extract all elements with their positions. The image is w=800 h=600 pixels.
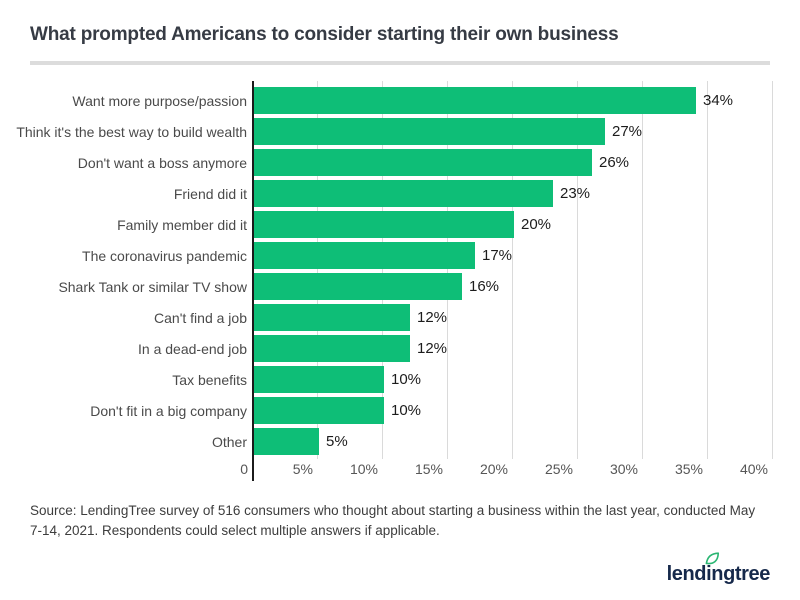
category-label: Think it's the best way to build wealth [16,123,247,140]
bar-area: 27% [253,118,770,145]
bar-row: Think it's the best way to build wealth 2… [16,116,770,147]
bar [254,397,384,424]
gridline [642,81,643,459]
value-label: 12% [417,340,448,357]
category-label: Want more purpose/passion [72,92,247,109]
gridline [577,81,578,459]
category-label: Don't want a boss anymore [77,154,247,171]
category-label: Can't find a job [154,309,247,326]
bar [254,242,475,269]
value-label: 34% [703,92,734,109]
gridline [382,81,383,459]
bar-area: 26% [253,149,770,176]
category-label: In a dead-end job [138,340,247,357]
x-tick-label: 5% [292,461,313,477]
category-label: Shark Tank or similar TV show [58,278,247,295]
source-note: Source: LendingTree survey of 516 consum… [30,503,756,538]
bar [254,87,696,114]
bar-area: 10% [253,366,770,393]
x-tick-label: 40% [739,461,768,477]
bar-row: Other 5% [30,426,770,457]
bar [254,180,553,207]
lendingtree-logo: lendingtree [666,550,771,586]
x-tick-label: 30% [609,461,638,477]
value-label: 23% [560,185,591,202]
gridline [772,81,773,459]
x-tick-label: 35% [674,461,703,477]
x-tick-label: 20% [479,461,508,477]
x-tick-label: 10% [349,461,378,477]
bar-row: Friend did it 23% [30,178,770,209]
value-label: 5% [326,433,348,450]
bar-area: 12% [253,335,770,362]
bar [254,304,410,331]
title-divider [30,61,770,65]
bar [254,149,592,176]
category-label: Friend did it [173,185,247,202]
x-tick-label: 0 [240,461,248,477]
bar-row: Family member did it 20% [30,209,770,240]
value-label: 26% [599,154,630,171]
bar [254,335,410,362]
y-axis-line [251,81,254,481]
bar-area: 16% [253,273,770,300]
gridline [447,81,448,459]
category-label: Tax benefits [172,371,247,388]
bar-area: 10% [253,397,770,424]
category-label: Don't fit in a big company [90,402,247,419]
bar-row: Can't find a job 12% [30,302,770,333]
bar-area: 34% [253,87,770,114]
bar-area: 12% [253,304,770,331]
value-label: 16% [469,278,500,295]
gridline [317,81,318,459]
bar-row: Want more purpose/passion 34% [30,85,770,116]
chart-title: What prompted Americans to consider star… [30,24,619,45]
bar-row: Shark Tank or similar TV show 16% [30,271,770,302]
bar [254,211,514,238]
bar [254,366,384,393]
x-axis-ticks: 0 5% 10% 15% 20% 25% 30% 35% 40% [30,461,770,481]
bar-row: In a dead-end job 12% [30,333,770,364]
logo-text: lendingtree [666,563,771,585]
x-tick-label: 15% [414,461,443,477]
value-label: 10% [391,371,422,388]
value-label: 20% [521,216,552,233]
logo-row: lendingtree [666,550,771,586]
value-label: 17% [482,247,513,264]
category-label: Other [211,433,247,450]
bar-row: Tax benefits 10% [30,364,770,395]
leaf-icon [703,550,720,567]
x-tick-label: 25% [544,461,573,477]
gridline [707,81,708,459]
bar-area: 23% [253,180,770,207]
category-label: Family member did it [117,216,247,233]
bar [254,118,605,145]
value-label: 27% [612,123,643,140]
bar [254,428,319,455]
bar-area: 5% [253,428,770,455]
bar [254,273,462,300]
bar-area: 17% [253,242,770,269]
bar-row: The coronavirus pandemic 17% [30,240,770,271]
bar-row: Don't fit in a big company 10% [30,395,770,426]
category-label: The coronavirus pandemic [82,247,247,264]
value-label: 10% [391,402,422,419]
bar-area: 20% [253,211,770,238]
bar-row: Don't want a boss anymore 26% [30,147,770,178]
bar-chart: Want more purpose/passion 34% Think it's t… [16,81,773,481]
bar-rows: Want more purpose/passion 34% Think it's t… [16,83,770,457]
gridline [512,81,513,459]
value-label: 12% [417,309,448,326]
